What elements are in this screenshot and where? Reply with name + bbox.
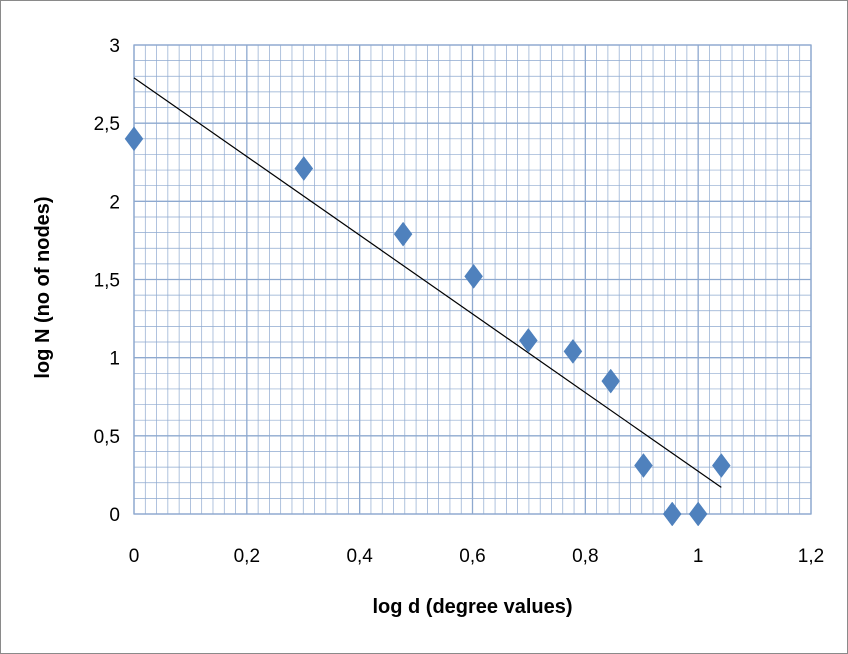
- plot-area-border: [133, 44, 812, 515]
- data-point-diamond: [601, 368, 621, 394]
- data-point-diamond: [393, 221, 413, 247]
- data-point-diamond: [519, 328, 538, 353]
- x-axis-title: log d (degree values): [372, 596, 572, 618]
- data-point-diamond: [563, 338, 583, 364]
- data-point-diamond: [464, 263, 483, 289]
- trendline: [133, 77, 722, 488]
- y-tick-label: 2,5: [94, 114, 120, 135]
- y-tick-label: 3: [109, 36, 120, 57]
- data-point-diamond: [662, 501, 682, 527]
- x-tick-label: 1,2: [798, 546, 824, 567]
- trendline-layer: [133, 77, 722, 488]
- x-tick-label: 1: [693, 546, 704, 567]
- y-tick-label: 0: [109, 505, 120, 526]
- y-tick-label: 2: [109, 192, 120, 213]
- data-points: [124, 126, 731, 527]
- x-tick-label: 0,6: [459, 546, 485, 567]
- x-tick-label: 0: [129, 546, 140, 567]
- x-tick-label: 0,4: [346, 546, 373, 567]
- x-tick-label: 0,8: [572, 546, 598, 567]
- data-point-diamond: [634, 453, 653, 478]
- gridlines: [133, 44, 812, 515]
- x-tick-label: 0,2: [234, 546, 260, 567]
- data-point-diamond: [711, 453, 731, 478]
- data-point-diamond: [294, 156, 314, 181]
- data-point-diamond: [688, 501, 708, 527]
- y-axis-title: log N (no of nodes): [32, 196, 54, 378]
- y-tick-label: 1: [109, 349, 120, 370]
- data-point-diamond: [124, 126, 144, 152]
- y-tick-label: 0,5: [94, 427, 120, 448]
- tick-labels: 0 0,2 0,4 0,6 0,8 1 1,2 0 0,5 1 1,5 2 2,5 3: [94, 36, 825, 567]
- y-tick-label: 1,5: [94, 271, 120, 292]
